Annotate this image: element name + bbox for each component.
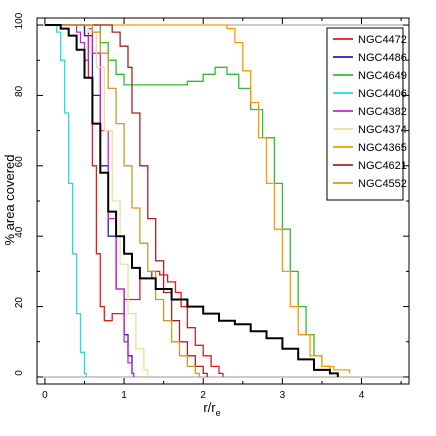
y-tick-label: 80: [14, 85, 25, 97]
series-line-ngc4382: [44, 24, 135, 377]
x-axis-title-main: r/r: [203, 400, 216, 415]
x-tick-label: 3: [280, 390, 286, 401]
x-tick-label: 2: [200, 390, 206, 401]
y-tick-label: 40: [14, 226, 25, 238]
series-line-ngc4365: [44, 24, 351, 374]
legend-label-ngc4365: NGC4365: [358, 142, 407, 154]
x-axis-title: r/re: [203, 400, 220, 418]
series-line-ngc4472: [44, 24, 224, 377]
legend-label-ngc4382: NGC4382: [358, 106, 407, 118]
legend-label-ngc4374: NGC4374: [358, 124, 407, 136]
legend-label-ngc4486: NGC4486: [358, 52, 407, 64]
series-layer: [44, 24, 351, 377]
legend-label-ngc4406: NGC4406: [358, 88, 407, 100]
y-tick-label: 100: [14, 12, 25, 29]
x-tick-label: 0: [42, 390, 48, 401]
legend-label-ngc4621: NGC4621: [358, 160, 407, 172]
legend-label-ngc4649: NGC4649: [358, 70, 407, 82]
legend-label-ngc4472: NGC4472: [358, 34, 407, 46]
series-line-ngc4374: [44, 24, 149, 377]
y-tick-label: 20: [14, 297, 25, 309]
series-line-ngc4621: [44, 24, 208, 377]
y-tick-label: 60: [14, 156, 25, 168]
x-axis-title-subscript: e: [216, 408, 221, 418]
series-line-ngc4406: [44, 24, 87, 377]
series-line-unnamed: [44, 24, 339, 377]
legend: NGC4472 NGC4486 NGC4649 NGC4406 NGC4382 NGC43…: [326, 27, 407, 201]
y-tick-label: 0: [14, 370, 25, 376]
y-axis-title: % area covered: [2, 154, 17, 245]
x-tick-label: 1: [121, 390, 127, 401]
x-tick-label: 4: [359, 390, 365, 401]
series-line-ngc4552: [44, 24, 200, 377]
legend-label-ngc4552: NGC4552: [358, 178, 407, 190]
series-line-ngc4486: [44, 24, 135, 377]
